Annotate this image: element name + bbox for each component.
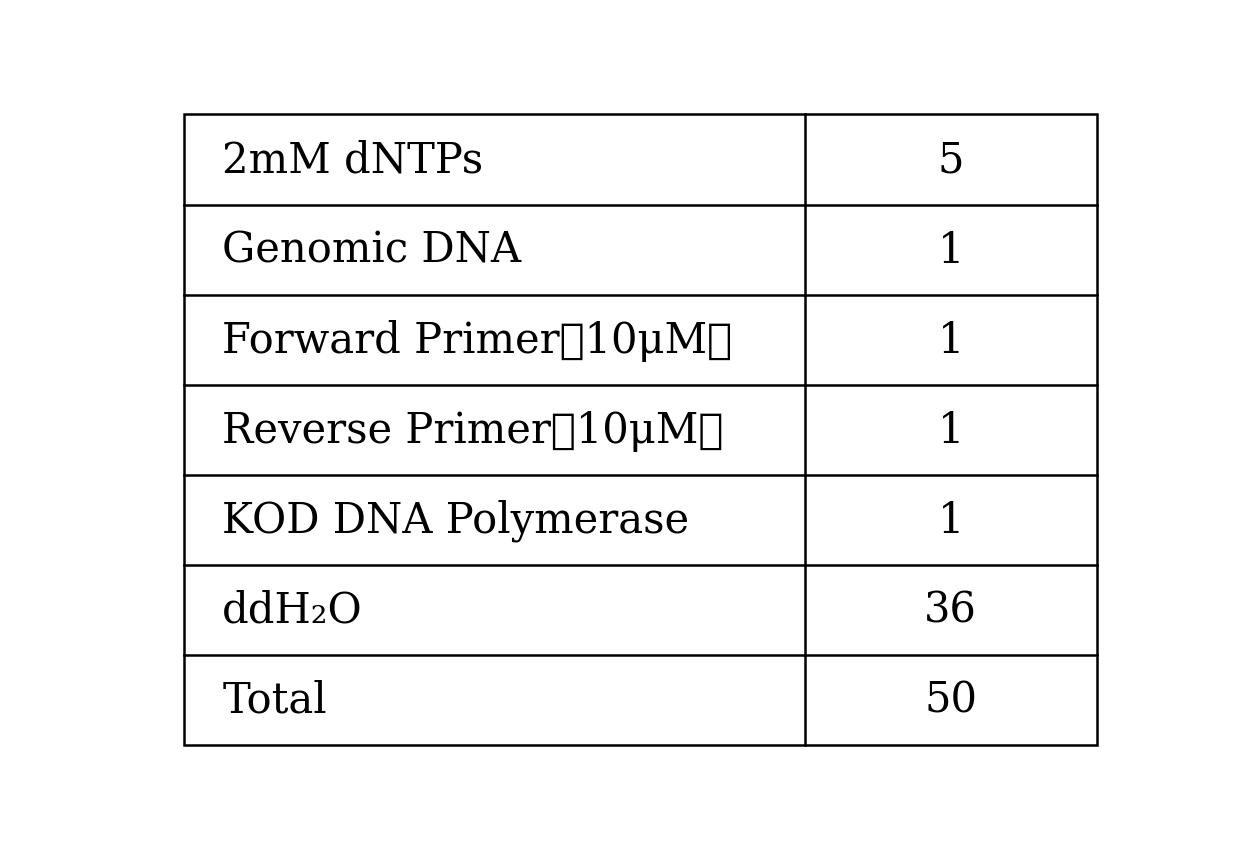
Text: 50: 50	[924, 679, 977, 721]
Text: Reverse Primer（10μM）: Reverse Primer（10μM）	[222, 409, 724, 452]
Text: KOD DNA Polymerase: KOD DNA Polymerase	[222, 499, 689, 542]
Text: 5: 5	[937, 140, 963, 181]
Text: Total: Total	[222, 679, 327, 721]
Text: ddH₂O: ddH₂O	[222, 590, 363, 631]
Text: 1: 1	[937, 409, 963, 452]
Text: 1: 1	[937, 229, 963, 271]
Text: 2mM dNTPs: 2mM dNTPs	[222, 140, 484, 181]
Text: Forward Primer（10μM）: Forward Primer（10μM）	[222, 320, 733, 361]
Text: 1: 1	[937, 320, 963, 361]
Text: 1: 1	[937, 499, 963, 541]
Text: 36: 36	[924, 590, 977, 631]
Text: Genomic DNA: Genomic DNA	[222, 229, 521, 271]
